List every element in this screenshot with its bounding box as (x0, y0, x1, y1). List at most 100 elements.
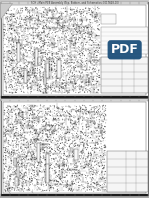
Point (18, 66, 20, 69)
Point (64, 175, 66, 179)
Point (62, 12, 65, 15)
Point (30, 158, 33, 161)
Point (76, 146, 79, 149)
Point (14, 53, 16, 57)
Point (70, 163, 72, 167)
Point (65, 141, 67, 144)
Point (12, 13, 15, 16)
Point (98, 183, 100, 186)
Point (51, 46, 53, 49)
Point (81, 173, 84, 176)
Point (27, 146, 29, 149)
Point (38, 158, 40, 161)
Point (3, 130, 5, 134)
Point (49, 111, 52, 114)
Point (57, 145, 60, 148)
Point (47, 66, 50, 69)
Point (64, 118, 66, 122)
Point (63, 141, 66, 144)
Point (9, 129, 12, 132)
Point (36, 7, 38, 10)
Point (57, 140, 59, 143)
Point (29, 105, 31, 108)
Point (47, 7, 49, 10)
Point (42, 136, 44, 139)
Point (7, 120, 9, 124)
Point (28, 105, 30, 108)
Point (55, 178, 57, 182)
Point (81, 49, 83, 52)
Point (10, 159, 12, 163)
Point (79, 54, 82, 57)
Point (8, 23, 11, 26)
Point (24, 27, 26, 30)
Point (21, 127, 24, 130)
Point (75, 142, 77, 145)
Point (46, 66, 49, 69)
Bar (15, 119, 18, 121)
Point (71, 58, 73, 61)
Point (45, 118, 47, 121)
Point (21, 176, 23, 179)
Point (62, 42, 64, 45)
Point (48, 21, 51, 25)
Point (26, 117, 28, 120)
Point (52, 124, 55, 127)
Point (23, 164, 25, 167)
Point (56, 106, 59, 109)
Point (51, 11, 53, 14)
Bar (77, 27, 80, 29)
Point (28, 187, 30, 190)
Point (52, 46, 54, 50)
Point (27, 124, 29, 127)
Point (10, 178, 13, 181)
Point (25, 18, 27, 21)
Point (16, 165, 18, 168)
Point (18, 107, 20, 110)
Point (79, 19, 81, 22)
Point (56, 75, 58, 79)
Point (15, 41, 18, 44)
Point (20, 165, 23, 168)
Point (95, 13, 97, 16)
Point (90, 29, 93, 32)
Point (30, 106, 32, 109)
Point (17, 183, 20, 186)
Point (7, 10, 9, 13)
Point (82, 41, 84, 44)
Point (58, 70, 60, 73)
Point (90, 53, 92, 56)
Point (15, 185, 17, 188)
Point (20, 163, 22, 166)
Point (17, 112, 20, 115)
Point (40, 129, 42, 132)
Point (36, 67, 39, 70)
Point (26, 37, 28, 40)
Bar (5, 129, 9, 131)
Point (61, 136, 63, 139)
Point (101, 178, 103, 181)
Point (89, 172, 91, 176)
Point (73, 61, 76, 64)
Point (44, 50, 47, 54)
Point (80, 85, 83, 88)
Point (55, 133, 58, 136)
Point (17, 149, 19, 152)
Point (65, 20, 68, 23)
Point (27, 35, 29, 38)
Point (58, 124, 61, 127)
Point (16, 46, 18, 49)
Point (38, 89, 40, 92)
Point (32, 133, 34, 136)
Point (94, 67, 97, 70)
Point (22, 139, 24, 142)
Point (82, 75, 84, 78)
Point (12, 171, 14, 174)
Point (27, 173, 30, 176)
Bar (92, 85, 97, 88)
Point (73, 88, 75, 91)
Point (60, 111, 62, 115)
Point (77, 65, 80, 68)
Point (42, 27, 44, 30)
Point (76, 157, 78, 160)
